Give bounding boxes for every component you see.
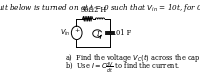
Text: I: I <box>96 30 99 38</box>
Text: 2 H: 2 H <box>94 6 106 14</box>
Text: The RLC circuit below is turned on at t = 0 such that $V_{in}$ = 10t, for 0 < t : The RLC circuit below is turned on at t … <box>0 2 200 14</box>
Text: .01 F: .01 F <box>114 29 132 37</box>
Text: b)  Use $I = C\frac{dV}{dt}$ to find the current.: b) Use $I = C\frac{dV}{dt}$ to find the … <box>65 60 181 75</box>
Text: $V_{in}$: $V_{in}$ <box>60 28 70 38</box>
Text: +: + <box>74 28 79 33</box>
Text: a)  Find the voltage $V_C(t)$ across the capacitor, if $V_C(0)$ = 0, $V_C^{\prim: a) Find the voltage $V_C(t)$ across the … <box>65 52 200 64</box>
Text: 30Ω: 30Ω <box>81 6 95 14</box>
